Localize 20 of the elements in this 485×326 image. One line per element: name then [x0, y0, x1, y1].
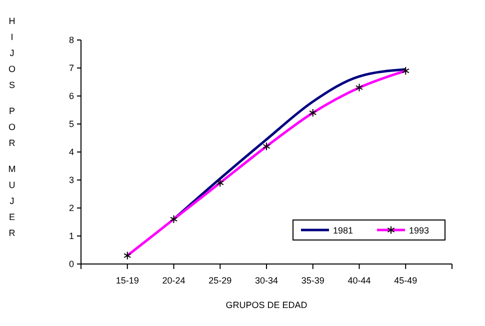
x-tick-label: 15-19	[116, 276, 139, 286]
x-tick-label: 45-49	[394, 276, 418, 286]
y-tick-label: 3	[68, 174, 74, 185]
x-tick-label: 20-24	[162, 276, 186, 286]
x-tick-label: 25-29	[208, 276, 232, 286]
y-tick-label: 6	[68, 90, 74, 101]
y-tick-label: 2	[68, 202, 74, 213]
y-tick-label: 5	[68, 118, 74, 129]
x-tick-label: 35-39	[301, 276, 324, 286]
y-tick-label: 1	[68, 230, 74, 241]
y-tick-label: 7	[68, 62, 74, 73]
legend-label: 1981	[333, 226, 354, 236]
y-tick-label: 4	[68, 146, 74, 157]
y-tick-label: 0	[68, 258, 74, 269]
y-tick-label: 8	[68, 34, 74, 45]
x-tick-label: 30-34	[254, 276, 278, 286]
x-axis-title: GRUPOS DE EDAD	[226, 300, 308, 310]
legend-label: 1993	[409, 226, 430, 236]
text: HIJOS POR MUJER	[8, 16, 16, 238]
x-tick-label: 40-44	[348, 276, 371, 286]
